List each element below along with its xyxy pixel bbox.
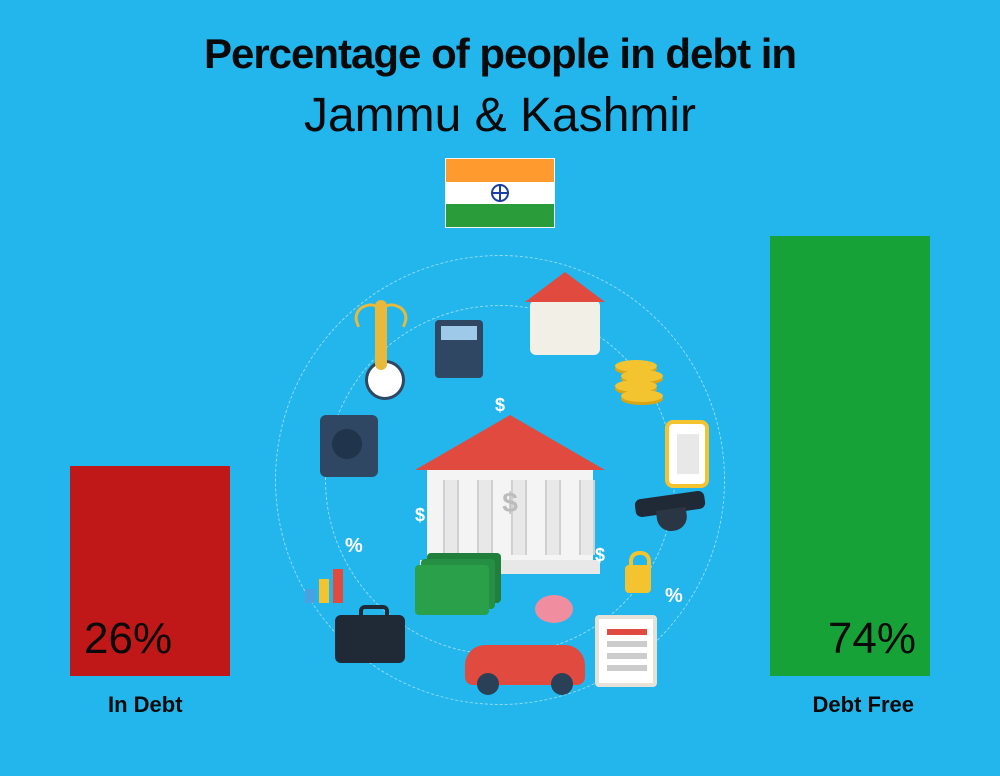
title-line-2: Jammu & Kashmir: [0, 88, 1000, 143]
bar-label-debt-free: Debt Free: [813, 692, 914, 718]
india-flag: [445, 158, 555, 228]
bar-value-in-debt: 26%: [70, 614, 230, 664]
bar-fill-debt-free: [770, 236, 930, 676]
bar-chart: 26% 74% In Debt Debt Free: [0, 236, 1000, 736]
flag-white-stripe: [446, 182, 554, 205]
bar-label-in-debt: In Debt: [108, 692, 183, 718]
bar-debt-free: 74%: [770, 236, 930, 676]
flag-green-stripe: [446, 204, 554, 227]
title-line-1: Percentage of people in debt in: [0, 30, 1000, 78]
ashoka-chakra-icon: [491, 184, 509, 202]
bar-in-debt: 26%: [70, 466, 230, 676]
flag-saffron-stripe: [446, 159, 554, 182]
bar-value-debt-free: 74%: [770, 614, 930, 664]
